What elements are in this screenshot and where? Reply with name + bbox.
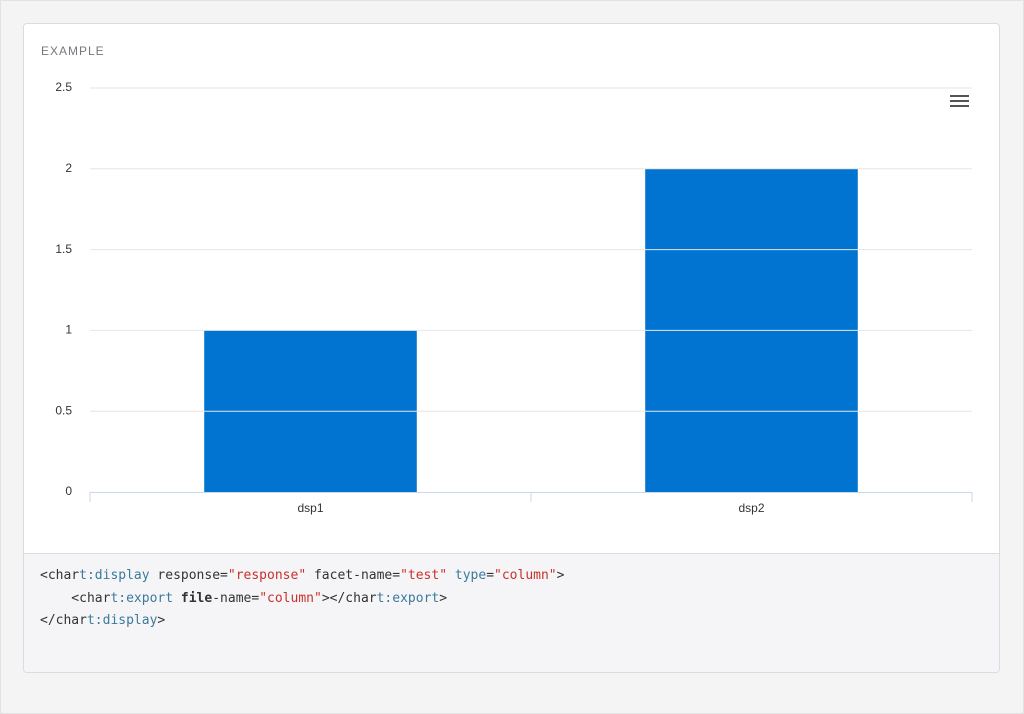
code-token: t:display <box>86 613 158 628</box>
code-token: ></char <box>321 590 377 606</box>
code-token: "column" <box>494 568 557 583</box>
code-line: <chart:display response="response" facet… <box>40 565 999 588</box>
code-token: -name= <box>212 590 260 606</box>
code-token: > <box>157 613 166 628</box>
y-tick-label: 1.5 <box>55 242 72 256</box>
code-block: <chart:display response="response" facet… <box>24 553 999 672</box>
code-token <box>173 591 181 606</box>
code-token: </char <box>40 613 87 628</box>
code-token: facet-name= <box>306 568 401 583</box>
code-token: response= <box>149 568 228 583</box>
menu-icon[interactable] <box>950 95 969 107</box>
code-token: > <box>556 568 565 583</box>
code-token: > <box>439 590 448 606</box>
chart: dsp2 dsp1 2.5 2 1.5 1 0.5 0 <box>55 80 973 515</box>
code-token: <char <box>40 568 80 583</box>
code-token: t:export <box>376 590 440 606</box>
x-tick-label: dsp2 <box>738 501 764 515</box>
y-tick-label: 2 <box>65 161 72 175</box>
code-token: "test" <box>400 568 448 583</box>
code-token: type <box>447 568 487 583</box>
y-tick-label: 1 <box>65 323 72 337</box>
code-token: <char <box>40 590 111 606</box>
code-token: = <box>486 568 495 583</box>
code-line: </chart:display> <box>40 610 999 633</box>
y-tick-label: 2.5 <box>55 80 72 94</box>
y-tick-label: 0 <box>65 484 72 498</box>
code-line: <chart:export file-name="column"></chart… <box>40 588 999 611</box>
code-token: t:export <box>110 590 174 606</box>
code-token: "response" <box>227 568 307 583</box>
x-tick-label: dsp1 <box>297 501 323 515</box>
code-token: "column" <box>259 590 322 606</box>
y-tick-label: 0.5 <box>55 403 72 417</box>
code-token: t:display <box>79 568 150 583</box>
code-token: file <box>180 590 213 606</box>
card-title: EXAMPLE <box>41 44 105 58</box>
example-card: EXAMPLE dsp2 dsp1 2.5 2 1.5 1 0.5 0 <chart:disp… <box>23 23 1000 673</box>
